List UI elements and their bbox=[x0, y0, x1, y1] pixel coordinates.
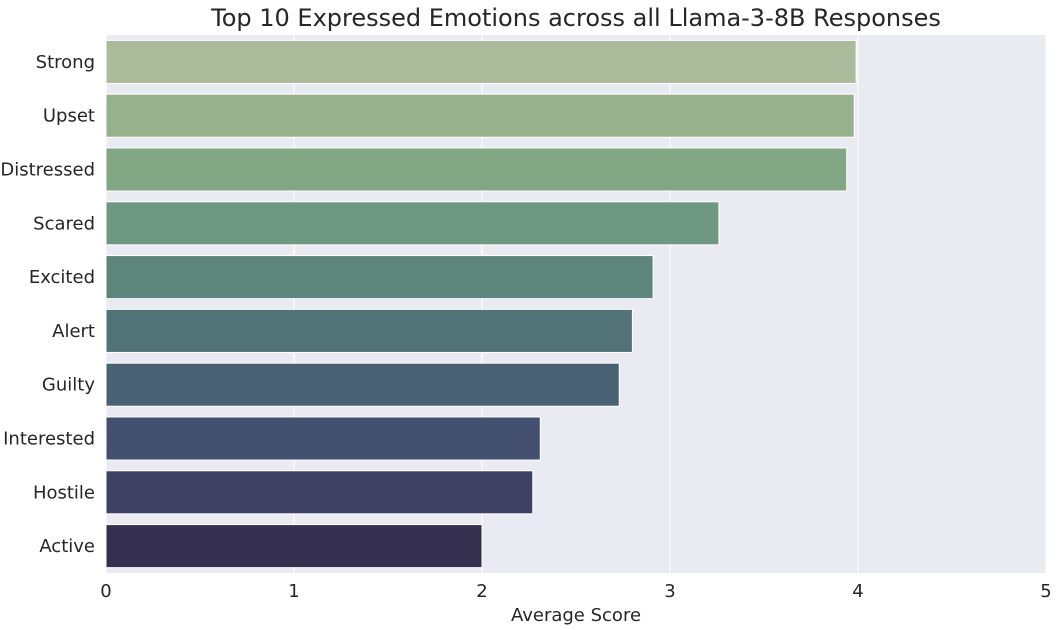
y-tick-label: Strong bbox=[36, 52, 95, 73]
y-tick-label: Hostile bbox=[33, 482, 95, 503]
x-tick-label: 3 bbox=[664, 581, 675, 602]
bars bbox=[105, 39, 857, 569]
bar-interested bbox=[105, 416, 541, 461]
bar-active bbox=[105, 524, 483, 569]
y-tick-label: Distressed bbox=[0, 160, 95, 181]
y-tick-label: Alert bbox=[52, 321, 95, 342]
y-tick-label: Upset bbox=[43, 106, 95, 127]
x-tick-label: 2 bbox=[476, 581, 487, 602]
y-tick-label: Scared bbox=[33, 213, 95, 234]
bar-hostile bbox=[105, 470, 534, 515]
y-tick-labels: Strong Upset Distressed Scared Excited Alert G… bbox=[0, 52, 95, 557]
bar-strong bbox=[105, 39, 857, 84]
chart-title: Top 10 Expressed Emotions across all Lla… bbox=[210, 4, 941, 32]
y-tick-label: Excited bbox=[29, 267, 95, 288]
x-tick-label: 0 bbox=[100, 581, 111, 602]
y-tick-label: Guilty bbox=[42, 375, 95, 396]
bar-distressed bbox=[105, 147, 848, 192]
bar-alert bbox=[105, 308, 633, 353]
bar-guilty bbox=[105, 362, 620, 407]
x-tick-label: 5 bbox=[1040, 581, 1051, 602]
bar-scared bbox=[105, 201, 720, 246]
y-tick-label: Interested bbox=[3, 429, 95, 450]
y-tick-label: Active bbox=[39, 536, 95, 557]
x-tick-labels: 0 1 2 3 4 5 bbox=[100, 581, 1051, 602]
x-tick-label: 4 bbox=[852, 581, 863, 602]
bar-upset bbox=[105, 93, 855, 138]
x-axis-label: Average Score bbox=[511, 605, 641, 626]
bar-excited bbox=[105, 255, 654, 300]
x-tick-label: 1 bbox=[288, 581, 299, 602]
